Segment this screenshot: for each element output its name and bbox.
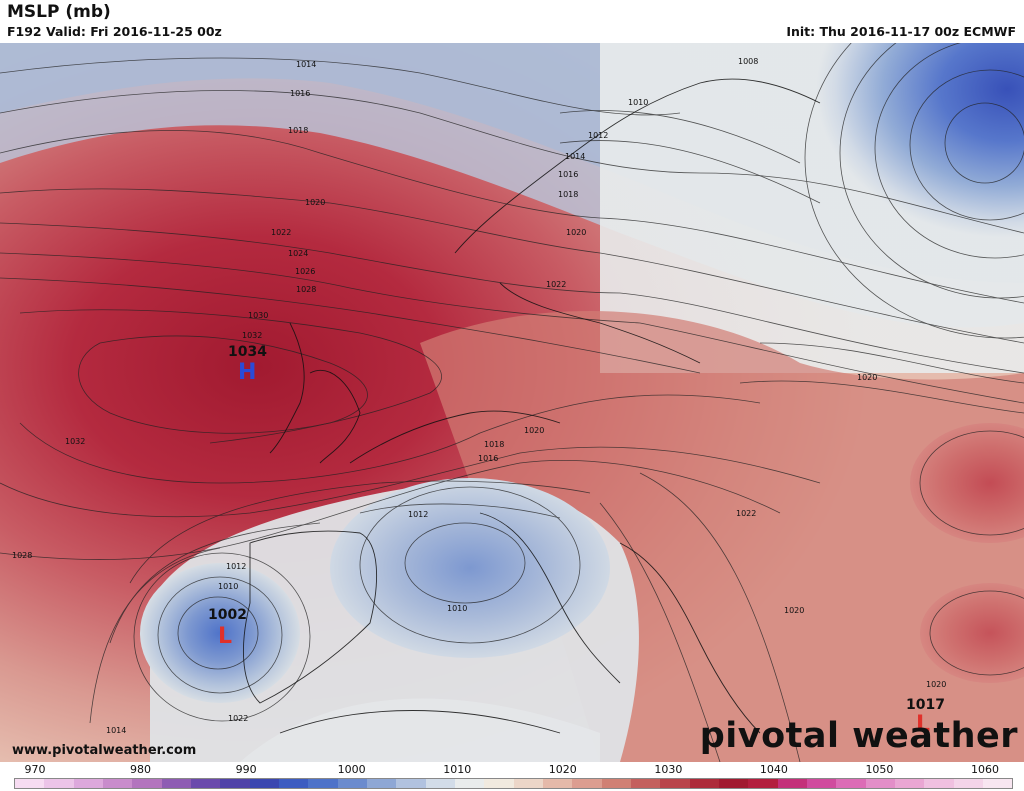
isobar-label: 1020 (926, 680, 946, 689)
colorbar-segment (484, 779, 514, 788)
colorbar-segment (278, 779, 309, 788)
isobar-label: 1022 (546, 280, 566, 289)
isobar-label: 1028 (296, 285, 316, 294)
low-center: 1002 L (208, 607, 247, 649)
colorbar-tick-label: 1010 (443, 763, 472, 776)
colorbar-segment (190, 779, 221, 788)
isobar-label: 1020 (784, 606, 804, 615)
colorbar-segment (660, 779, 690, 788)
colorbar-tick-label: 1030 (654, 763, 683, 776)
init-time: Init: Thu 2016-11-17 00z ECMWF (786, 24, 1016, 39)
isobar-label: 1014 (296, 60, 316, 69)
colorbar-segment (396, 779, 426, 788)
isobar-label: 1016 (478, 454, 498, 463)
isobar-label: 1030 (248, 311, 268, 320)
isobar-label: 1020 (857, 373, 877, 382)
isobar-label: 1020 (524, 426, 544, 435)
isobar-label: 1012 (408, 510, 428, 519)
pressure-colorbar (14, 778, 1013, 789)
colorbar-tick-label: 1000 (337, 763, 366, 776)
map-title: MSLP (mb) (7, 2, 111, 22)
isobar-label: 1020 (305, 198, 325, 207)
low-center: 1017 L (906, 697, 945, 737)
colorbar-segment (425, 779, 455, 788)
website-url: www.pivotalweather.com (12, 743, 197, 758)
colorbar-tick-label: 1060 (971, 763, 999, 776)
colorbar-segment (161, 779, 191, 788)
colorbar-tick-label: 1040 (759, 763, 788, 776)
isobar-label: 1008 (738, 57, 758, 66)
colorbar-tick-label: 970 (24, 763, 46, 776)
colorbar-segment (220, 779, 250, 788)
colorbar-segment (924, 779, 954, 788)
low-marker-icon: L (218, 624, 232, 649)
colorbar-segment (601, 779, 631, 788)
low-marker-icon: L (916, 712, 930, 737)
isobar-label: 1022 (228, 714, 248, 723)
low-value: 1002 (208, 607, 247, 623)
isobar-label: 1010 (447, 604, 467, 613)
pressure-map: 1014 1016 1018 1020 1022 1024 1026 1028 … (0, 43, 1024, 762)
isobar-label: 1014 (565, 152, 585, 161)
isobar-label: 1018 (484, 440, 504, 449)
isobar-label: 1022 (271, 228, 291, 237)
colorbar-segment (982, 779, 1013, 788)
colorbar-segment (748, 779, 778, 788)
valid-time: F192 Valid: Fri 2016-11-25 00z (7, 24, 222, 39)
isobar-label: 1018 (288, 126, 308, 135)
colorbar-segment (865, 779, 895, 788)
colorbar-segment (337, 779, 367, 788)
high-marker-icon: H (238, 360, 256, 385)
isobar-label: 1020 (566, 228, 586, 237)
isobar-label: 1010 (628, 98, 648, 107)
colorbar-segment (894, 779, 925, 788)
high-center: 1034 H (228, 344, 267, 385)
isobar-label: 1028 (12, 551, 32, 560)
isobar-label: 1012 (588, 131, 608, 140)
colorbar-tick-label: 990 (235, 763, 257, 776)
colorbar-segment (542, 779, 573, 788)
isobar-label: 1016 (558, 170, 578, 179)
colorbar-segment (73, 779, 103, 788)
colorbar-segment (102, 779, 133, 788)
colorbar-segment (132, 779, 162, 788)
isobar-label: 1032 (242, 331, 262, 340)
colorbar-segment (366, 779, 397, 788)
colorbar-segment (718, 779, 749, 788)
colorbar-segment (308, 779, 338, 788)
isobar-label: 1018 (558, 190, 578, 199)
colorbar-tick-label: 1020 (548, 763, 577, 776)
colorbar-segment (836, 779, 866, 788)
low-value: 1017 (906, 697, 945, 713)
isobar-label: 1012 (226, 562, 246, 571)
colorbar-segment (572, 779, 602, 788)
colorbar-segment (513, 779, 543, 788)
isobar-label: 1024 (288, 249, 308, 258)
colorbar-segment (249, 779, 279, 788)
colorbar-tick-label: 980 (130, 763, 152, 776)
isobar-label: 1026 (295, 267, 315, 276)
header: MSLP (mb) F192 Valid: Fri 2016-11-25 00z… (0, 0, 1024, 43)
high-value: 1034 (228, 344, 267, 360)
colorbar-segment (689, 779, 719, 788)
colorbar-segment (44, 779, 74, 788)
colorbar-tick-label: 1050 (865, 763, 894, 776)
brand-logo: pivotal weather (699, 716, 1018, 756)
colorbar-segment (953, 779, 983, 788)
colorbar-segment (454, 779, 485, 788)
colorbar-segment (630, 779, 661, 788)
colorbar-segment (777, 779, 807, 788)
isobar-label: 1016 (290, 89, 310, 98)
colorbar-segment (15, 779, 45, 788)
isobar-label: 1022 (736, 509, 756, 518)
isobar-label: 1032 (65, 437, 85, 446)
isobar-label: 1014 (106, 726, 126, 735)
isobar-label: 1010 (218, 582, 238, 591)
colorbar-segment (806, 779, 837, 788)
